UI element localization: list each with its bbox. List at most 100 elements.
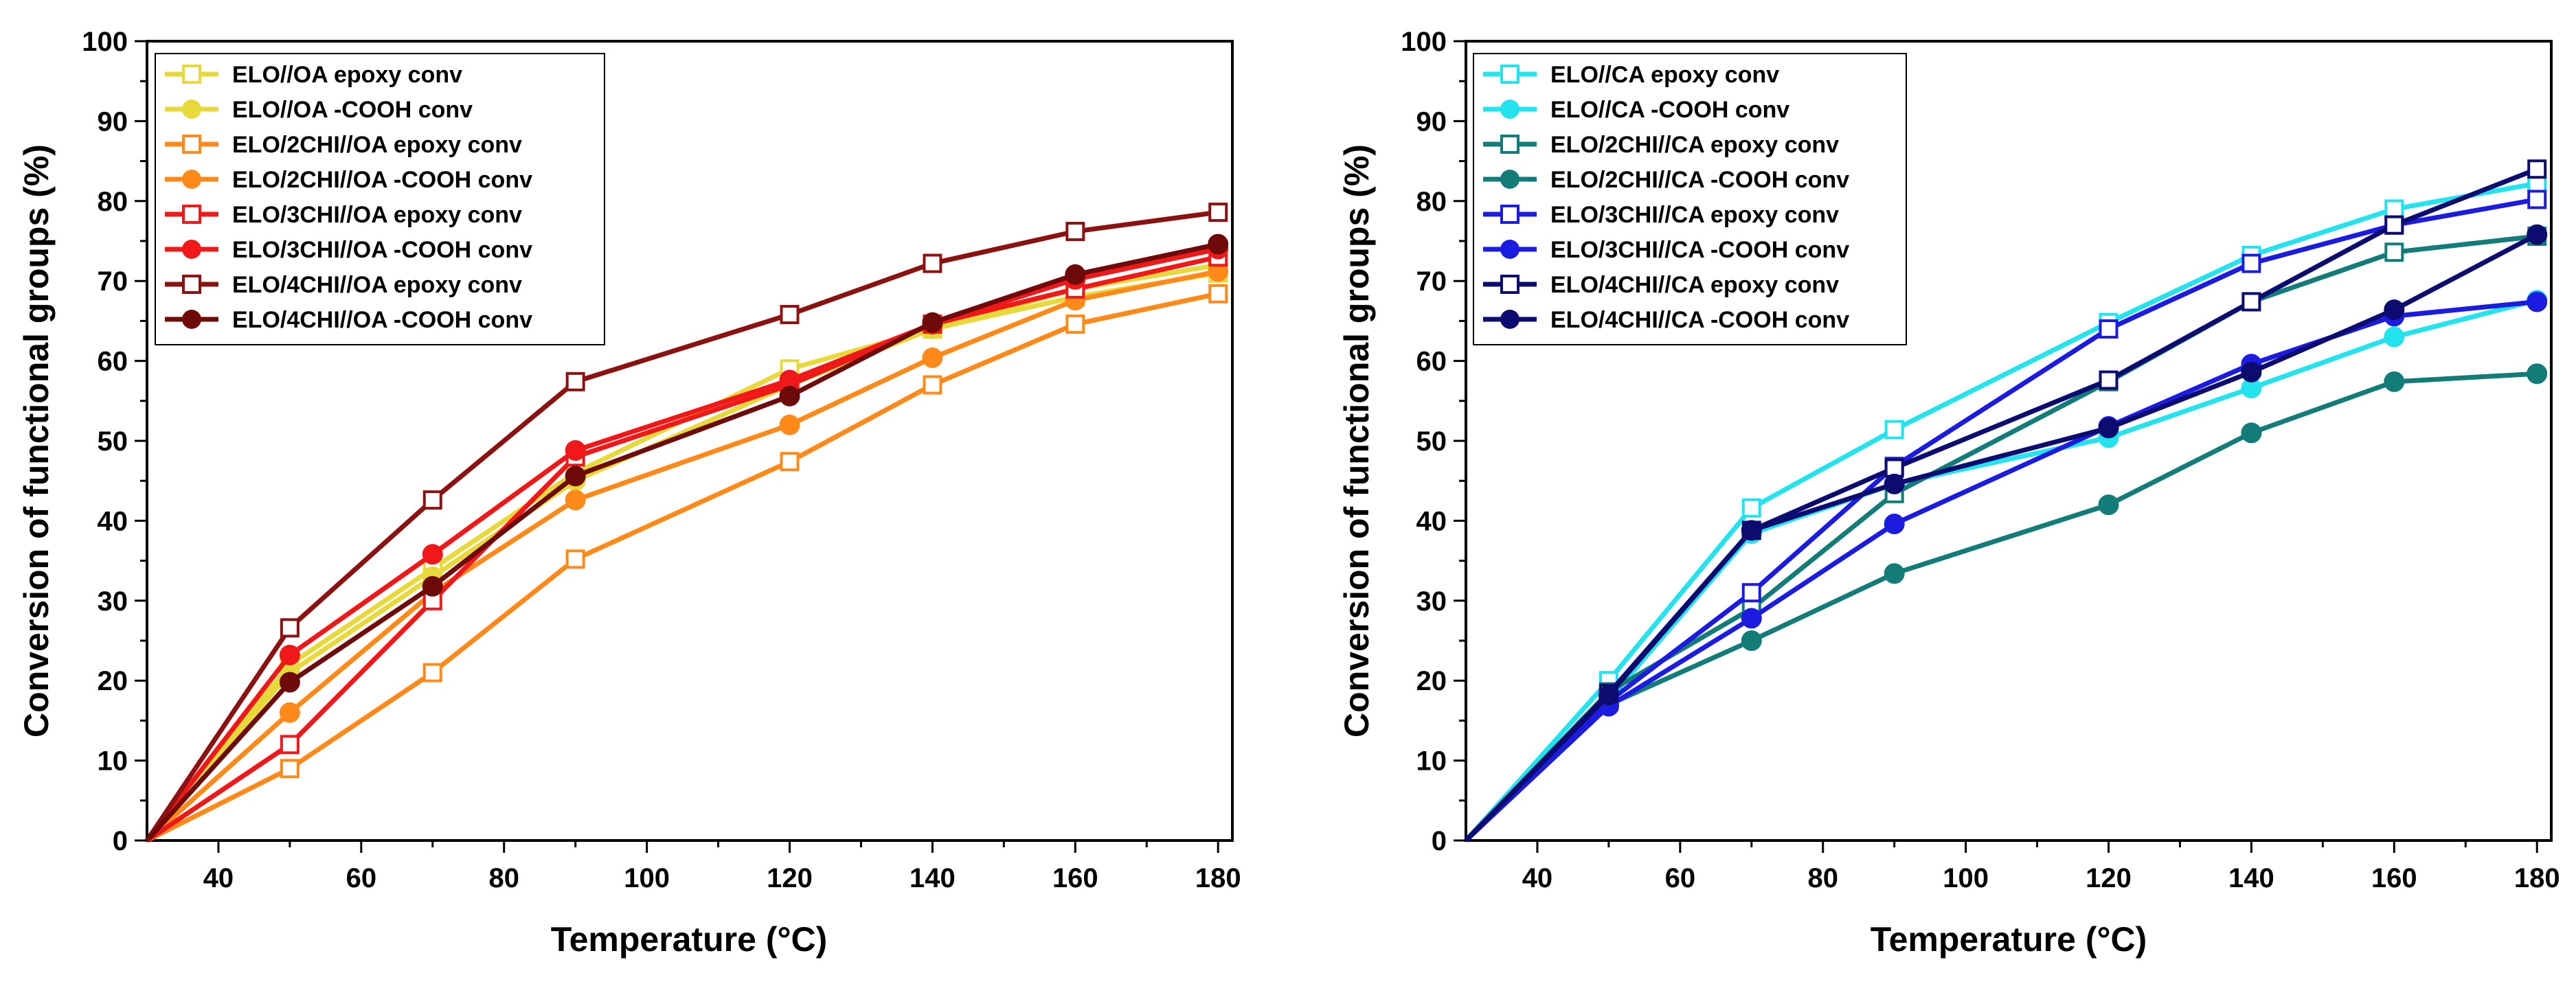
data-point xyxy=(1884,473,1905,494)
legend-marker xyxy=(1500,205,1519,224)
data-point xyxy=(1884,458,1904,478)
legend-item: ELO//CA epoxy conv xyxy=(1483,62,1779,88)
data-point xyxy=(1741,630,1762,651)
y-tick-label: 80 xyxy=(98,187,128,217)
x-tick-label: 180 xyxy=(1195,863,1241,893)
legend-label: ELO/2CHI//OA epoxy conv xyxy=(232,132,522,158)
data-point xyxy=(923,253,942,273)
series-8 xyxy=(1464,224,2548,843)
legend-label: ELO/2CHI//CA epoxy conv xyxy=(1550,132,1839,158)
data-point xyxy=(780,305,800,325)
data-point xyxy=(779,385,800,407)
series-line xyxy=(1464,233,2538,843)
y-tick-label: 100 xyxy=(1401,27,1447,57)
x-tick-label: 40 xyxy=(203,863,234,893)
y-tick-label: 100 xyxy=(82,27,128,57)
legend-marker xyxy=(182,170,201,189)
series-line xyxy=(145,247,1219,843)
y-axis-title: Conversion of functional groups (%) xyxy=(17,144,56,737)
x-tick-label: 100 xyxy=(624,863,670,893)
legend-label: ELO/4CHI//OA -COOH conv xyxy=(232,307,532,333)
data-point xyxy=(1741,583,1761,603)
legend-item: ELO/2CHI//OA -COOH conv xyxy=(165,167,532,193)
legend-item: ELO/4CHI//OA epoxy conv xyxy=(165,272,522,298)
legend-label: ELO/2CHI//CA -COOH conv xyxy=(1550,167,1849,193)
series-line xyxy=(1464,299,2538,843)
data-point xyxy=(279,672,300,693)
legend-item: ELO/3CHI//CA epoxy conv xyxy=(1483,202,1839,228)
legend-label: ELO//OA -COOH conv xyxy=(232,97,473,123)
data-point xyxy=(2099,370,2119,390)
legend-marker xyxy=(1500,65,1519,84)
data-point xyxy=(1884,514,1905,535)
data-point xyxy=(2527,190,2547,209)
legend-label: ELO/4CHI//OA epoxy conv xyxy=(232,272,522,298)
x-axis-title: Temperature (°C) xyxy=(1871,920,2147,959)
data-point xyxy=(1741,608,1762,629)
data-point xyxy=(279,644,300,665)
data-point xyxy=(1884,563,1905,584)
series-line xyxy=(1464,371,2538,843)
legend-label: ELO//OA epoxy conv xyxy=(232,62,462,88)
y-tick-label: 40 xyxy=(1416,506,1447,536)
x-axis-title: Temperature (°C) xyxy=(551,920,827,959)
data-point xyxy=(1598,685,1619,706)
legend-label: ELO/3CHI//CA -COOH conv xyxy=(1550,237,1849,263)
data-point xyxy=(2241,253,2261,273)
x-tick-label: 80 xyxy=(1807,863,1838,893)
x-tick-label: 80 xyxy=(488,863,519,893)
y-tick-label: 50 xyxy=(98,426,128,457)
legend-label: ELO/2CHI//OA -COOH conv xyxy=(232,167,532,193)
data-point xyxy=(923,375,942,395)
data-point xyxy=(1208,203,1228,222)
y-tick-label: 0 xyxy=(113,826,128,856)
y-tick-label: 10 xyxy=(1416,746,1447,777)
legend-item: ELO/4CHI//CA -COOH conv xyxy=(1483,307,1849,333)
legend-marker xyxy=(1500,100,1519,119)
data-point xyxy=(2384,199,2404,219)
x-tick-label: 180 xyxy=(2514,863,2560,893)
data-point xyxy=(565,371,585,391)
data-point xyxy=(779,414,800,435)
data-point xyxy=(565,549,585,569)
data-point xyxy=(2384,371,2405,392)
data-point xyxy=(280,759,300,779)
data-point xyxy=(280,618,300,638)
legend-box xyxy=(1473,53,1907,345)
data-point xyxy=(565,490,586,511)
left-chart-oa: 0 10 20 30 40 50 60 70 80 90 100 40 60 80 100 120 140 160… xyxy=(17,27,1241,959)
series-7 xyxy=(145,203,1228,842)
data-point xyxy=(2384,326,2405,347)
legend-item: ELO/2CHI//CA epoxy conv xyxy=(1483,132,1839,158)
legend-label: ELO/3CHI//CA epoxy conv xyxy=(1550,202,1839,228)
series-line xyxy=(1464,197,2538,843)
y-tick-label: 40 xyxy=(98,506,128,536)
data-point xyxy=(422,490,442,510)
legend-label: ELO/4CHI//CA epoxy conv xyxy=(1550,272,1839,298)
legend-marker xyxy=(182,240,201,259)
data-point xyxy=(1741,498,1761,518)
data-point xyxy=(422,663,442,683)
y-tick-label: 90 xyxy=(1416,106,1447,137)
legend-label: ELO/4CHI//CA -COOH conv xyxy=(1550,307,1849,333)
y-tick-label: 60 xyxy=(1416,347,1447,377)
x-tick-label: 140 xyxy=(2228,863,2274,893)
data-point xyxy=(422,575,443,597)
legend-marker xyxy=(182,310,201,329)
y-axis-title: Conversion of functional groups (%) xyxy=(1337,144,1376,737)
right-chart-ca: 0 10 20 30 40 50 60 70 80 90 100 40 60 80 100 120 140 160… xyxy=(1337,27,2560,959)
legend-label: ELO//CA -COOH conv xyxy=(1550,97,1789,123)
data-point xyxy=(2098,494,2119,516)
x-tick-label: 120 xyxy=(2086,863,2132,893)
legend-item: ELO/3CHI//CA -COOH conv xyxy=(1483,237,1849,263)
data-point xyxy=(2241,422,2262,444)
legend-label: ELO/3CHI//OA epoxy conv xyxy=(232,202,522,228)
legend-marker xyxy=(1500,240,1519,259)
y-tick-label: 90 xyxy=(98,106,128,137)
data-point xyxy=(2384,215,2404,235)
x-tick-label: 40 xyxy=(1522,863,1553,893)
series-line xyxy=(145,242,1219,843)
x-tick-label: 120 xyxy=(767,863,813,893)
legend-item: ELO/4CHI//OA -COOH conv xyxy=(165,307,532,333)
